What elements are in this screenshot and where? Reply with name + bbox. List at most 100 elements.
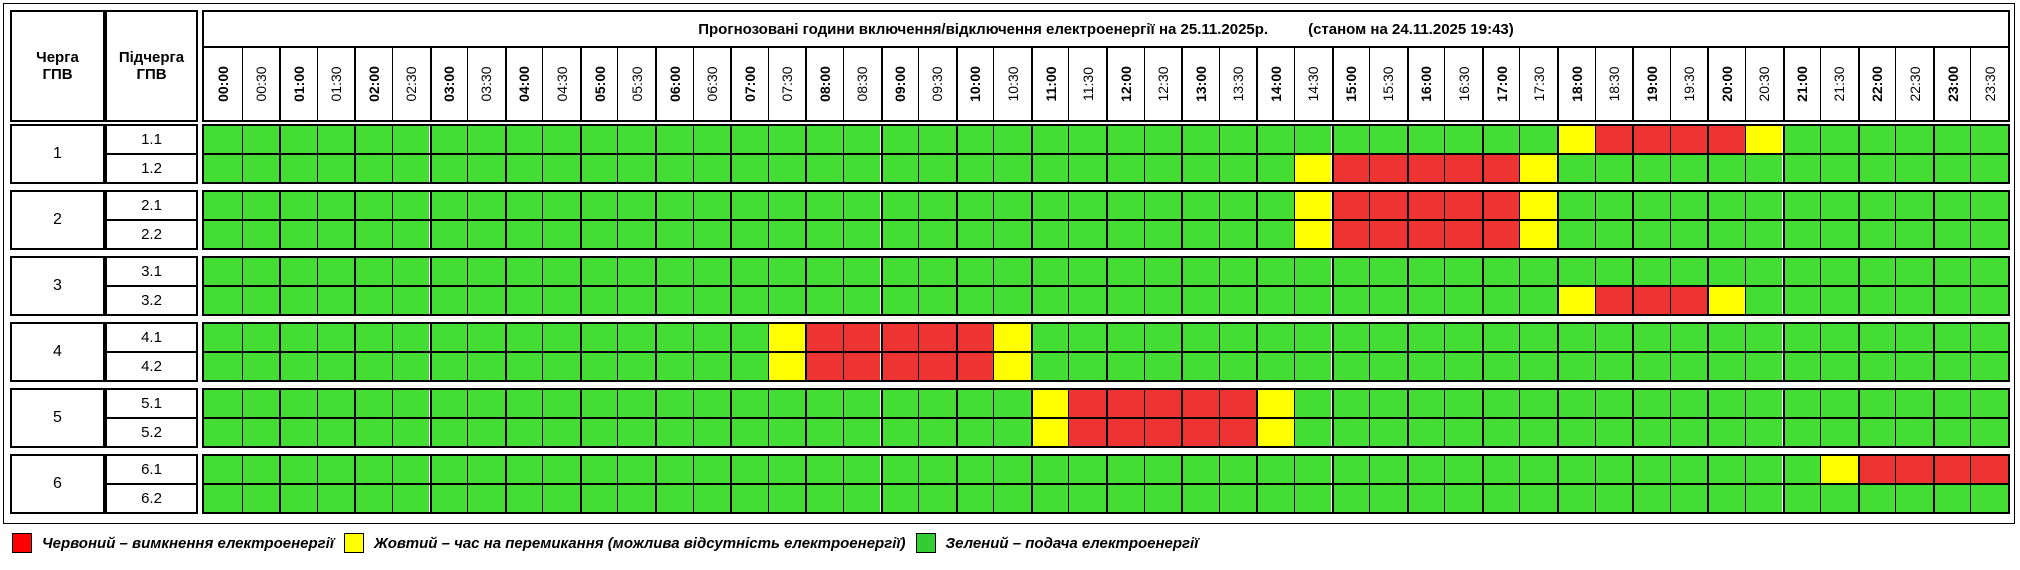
schedule-slot bbox=[1030, 126, 1069, 154]
schedule-slot bbox=[579, 192, 618, 220]
schedule-slot bbox=[1181, 192, 1219, 220]
schedule-slot bbox=[1970, 484, 2008, 512]
schedule-slot bbox=[1030, 258, 1069, 286]
legend: Червоний – вимкнення електроенергії Жовт… bbox=[12, 532, 1208, 554]
time-slot-label: 13:30 bbox=[1230, 66, 1247, 102]
schedule-slot bbox=[579, 352, 618, 380]
schedule-slot bbox=[805, 418, 843, 446]
schedule-slot bbox=[279, 456, 317, 484]
schedule-slot bbox=[1481, 220, 1520, 248]
time-slot-label: 18:30 bbox=[1605, 66, 1622, 102]
schedule-slot bbox=[1406, 220, 1445, 248]
schedule-slot bbox=[993, 456, 1031, 484]
schedule-slot bbox=[1218, 324, 1257, 352]
schedule-slot bbox=[1444, 286, 1482, 314]
schedule-slot bbox=[1707, 154, 1745, 182]
schedule-slot bbox=[767, 456, 806, 484]
schedule-slot bbox=[617, 324, 655, 352]
queue-cell: 2 bbox=[10, 190, 105, 250]
schedule-slot bbox=[1557, 192, 1595, 220]
schedule-slot bbox=[918, 154, 956, 182]
schedule-slot bbox=[1970, 390, 2008, 418]
schedule-group-grid bbox=[202, 388, 2010, 448]
legend-swatch-red bbox=[12, 533, 32, 553]
schedule-slot bbox=[1557, 418, 1595, 446]
subqueue-number: 5.2 bbox=[141, 424, 162, 441]
schedule-slot bbox=[391, 220, 430, 248]
schedule-slot bbox=[1932, 456, 1971, 484]
schedule-slot bbox=[504, 456, 543, 484]
schedule-slot bbox=[767, 126, 806, 154]
schedule-slot bbox=[1331, 352, 1370, 380]
schedule-slot bbox=[1143, 484, 1182, 512]
schedule-slot bbox=[1669, 220, 1708, 248]
schedule-slot bbox=[655, 192, 693, 220]
schedule-slot bbox=[1218, 220, 1257, 248]
schedule-slot bbox=[354, 258, 392, 286]
schedule-slot bbox=[955, 220, 994, 248]
schedule-slot bbox=[842, 126, 881, 154]
schedule-slot bbox=[805, 286, 843, 314]
schedule-slot bbox=[880, 154, 919, 182]
schedule-slot bbox=[1707, 192, 1745, 220]
subqueue-header: Підчерга ГПВ bbox=[105, 10, 198, 122]
time-slot-label: 06:30 bbox=[703, 66, 720, 102]
schedule-slot bbox=[1406, 418, 1445, 446]
schedule-slot bbox=[1519, 456, 1557, 484]
schedule-slot bbox=[1744, 286, 1783, 314]
schedule-slot bbox=[692, 154, 731, 182]
schedule-slot bbox=[1256, 418, 1294, 446]
schedule-slot bbox=[1406, 154, 1445, 182]
schedule-slot bbox=[617, 220, 655, 248]
time-slot-header: 12:30 bbox=[1143, 48, 1182, 120]
time-slot-label: 01:00 bbox=[290, 66, 307, 102]
schedule-slot bbox=[880, 220, 919, 248]
schedule-slot bbox=[279, 126, 317, 154]
schedule-slot bbox=[316, 418, 355, 446]
queue-number: 2 bbox=[53, 211, 62, 228]
legend-text-red: Червоний – вимкнення електроенергії bbox=[42, 534, 334, 552]
schedule-slot bbox=[1256, 258, 1294, 286]
schedule-slot bbox=[542, 192, 580, 220]
schedule-slot bbox=[1820, 286, 1858, 314]
schedule-slot bbox=[1369, 286, 1407, 314]
schedule-slot bbox=[467, 418, 505, 446]
time-slot-header: 19:30 bbox=[1669, 48, 1708, 120]
schedule-slot bbox=[1181, 352, 1219, 380]
schedule-slot bbox=[429, 154, 468, 182]
schedule-slot bbox=[918, 286, 956, 314]
schedule-slot bbox=[1369, 126, 1407, 154]
schedule-slot bbox=[579, 484, 618, 512]
schedule-slot bbox=[542, 324, 580, 352]
time-slot-label: 17:30 bbox=[1530, 66, 1547, 102]
schedule-slot bbox=[1218, 418, 1257, 446]
schedule-slot bbox=[579, 418, 618, 446]
schedule-slot bbox=[204, 352, 242, 380]
schedule-slot bbox=[842, 286, 881, 314]
schedule-slot bbox=[993, 192, 1031, 220]
schedule-slot bbox=[1369, 192, 1407, 220]
schedule-slot bbox=[655, 220, 693, 248]
schedule-slot bbox=[993, 390, 1031, 418]
schedule-slot bbox=[1143, 126, 1182, 154]
schedule-slot bbox=[1632, 352, 1670, 380]
row-divider bbox=[204, 483, 2008, 485]
schedule-slot bbox=[354, 192, 392, 220]
schedule-slot bbox=[1857, 418, 1896, 446]
schedule-slot bbox=[279, 484, 317, 512]
schedule-slot bbox=[1707, 456, 1745, 484]
schedule-slot bbox=[1857, 192, 1896, 220]
schedule-slot bbox=[1256, 352, 1294, 380]
schedule-slot bbox=[918, 258, 956, 286]
schedule-slot bbox=[1481, 154, 1520, 182]
time-slot-header: 16:00 bbox=[1406, 48, 1445, 120]
schedule-slot bbox=[1932, 324, 1971, 352]
schedule-slot bbox=[1669, 456, 1708, 484]
queue-number: 3 bbox=[53, 277, 62, 294]
schedule-slot bbox=[767, 286, 806, 314]
schedule-slot bbox=[955, 154, 994, 182]
queue-number: 4 bbox=[53, 343, 62, 360]
schedule-slot bbox=[429, 286, 468, 314]
schedule-slot bbox=[1669, 258, 1708, 286]
schedule-slot bbox=[1481, 192, 1520, 220]
